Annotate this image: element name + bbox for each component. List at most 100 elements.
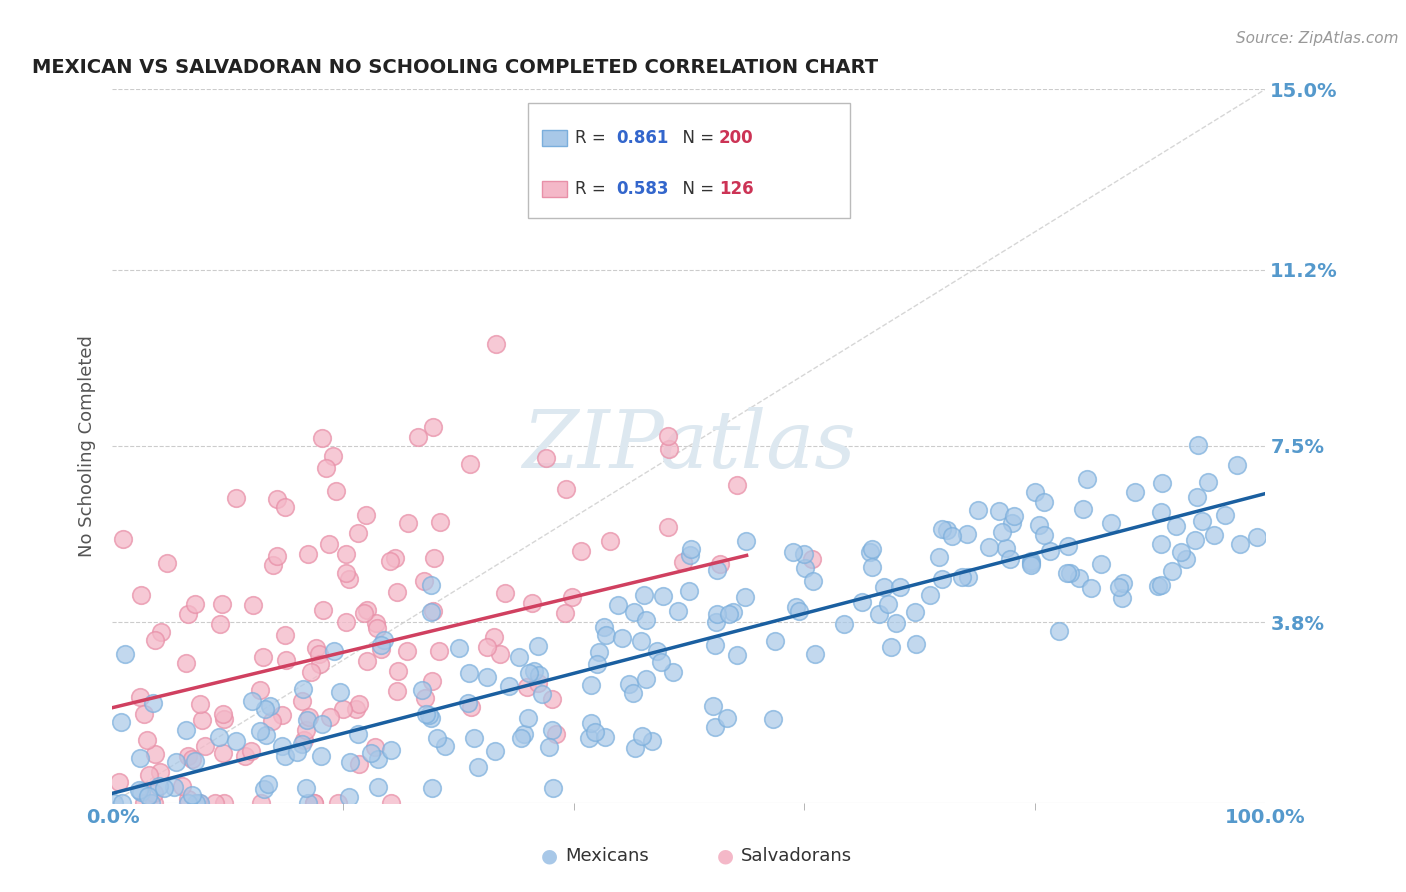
Point — [170, 779, 193, 793]
Point — [312, 603, 335, 617]
Point — [650, 655, 672, 669]
Point — [1213, 508, 1236, 522]
Point — [623, 606, 645, 620]
Point — [323, 644, 346, 658]
Point — [1246, 530, 1268, 544]
Point — [1112, 576, 1135, 591]
Point — [364, 739, 387, 754]
Point — [142, 786, 165, 800]
Point — [297, 713, 319, 727]
Point — [1056, 566, 1078, 581]
Point — [422, 674, 444, 689]
Point — [297, 547, 319, 561]
Point — [578, 731, 600, 745]
Point — [318, 537, 340, 551]
Point — [529, 668, 551, 682]
Point — [304, 796, 326, 810]
Point — [347, 726, 370, 740]
Point — [672, 555, 695, 569]
Text: MEXICAN VS SALVADORAN NO SCHOOLING COMPLETED CORRELATION CHART: MEXICAN VS SALVADORAN NO SCHOOLING COMPL… — [32, 57, 877, 77]
Point — [513, 726, 536, 740]
Point — [271, 707, 294, 722]
Point — [1056, 539, 1078, 553]
Point — [429, 516, 451, 530]
Point — [240, 744, 263, 758]
Point — [679, 548, 702, 562]
Point — [1146, 578, 1168, 592]
Point — [225, 491, 247, 505]
Point — [804, 647, 827, 661]
Point — [212, 712, 235, 726]
Point — [661, 665, 683, 680]
Point — [156, 556, 179, 570]
Point — [1187, 438, 1209, 452]
Point — [274, 628, 297, 642]
Point — [188, 796, 211, 810]
Point — [762, 712, 785, 726]
Point — [704, 638, 727, 652]
Point — [1111, 591, 1133, 605]
Point — [904, 637, 927, 651]
Point — [517, 711, 540, 725]
Point — [292, 682, 315, 697]
Point — [1229, 537, 1251, 551]
Point — [413, 691, 436, 706]
Point — [488, 648, 510, 662]
Point — [723, 605, 745, 619]
Point — [725, 477, 748, 491]
Point — [174, 656, 197, 670]
Point — [935, 523, 957, 537]
Point — [1149, 536, 1171, 550]
Text: Mexicans: Mexicans — [565, 847, 650, 865]
Point — [569, 544, 592, 558]
Point — [262, 558, 284, 572]
Point — [508, 650, 530, 665]
Point — [297, 796, 319, 810]
Point — [387, 683, 409, 698]
Point — [188, 698, 211, 712]
Point — [418, 708, 440, 723]
Point — [308, 648, 330, 662]
Point — [593, 730, 616, 744]
Point — [419, 606, 441, 620]
Point — [142, 796, 165, 810]
Point — [150, 625, 173, 640]
Point — [211, 597, 233, 611]
Point — [623, 741, 645, 756]
Point — [427, 644, 450, 658]
Point — [339, 755, 361, 769]
Point — [291, 693, 314, 707]
Point — [801, 552, 824, 566]
Point — [709, 557, 731, 571]
Point — [266, 549, 288, 564]
Point — [194, 739, 217, 754]
Point — [931, 523, 953, 537]
Point — [787, 604, 810, 618]
Point — [134, 706, 156, 721]
Point — [763, 634, 786, 648]
Point — [678, 583, 700, 598]
Point — [579, 678, 602, 692]
Point — [134, 796, 156, 810]
Point — [554, 607, 576, 621]
Point — [1047, 624, 1070, 639]
Point — [725, 648, 748, 662]
Point — [129, 785, 152, 799]
Text: N =: N = — [672, 180, 720, 198]
Point — [554, 482, 576, 496]
Point — [346, 526, 368, 541]
Point — [240, 694, 263, 708]
Point — [475, 670, 498, 684]
Point — [423, 551, 446, 566]
Point — [484, 744, 506, 758]
Point — [347, 697, 370, 711]
Point — [928, 550, 950, 565]
Point — [260, 714, 283, 728]
Point — [457, 696, 479, 710]
Point — [1160, 565, 1182, 579]
Point — [415, 707, 437, 722]
Point — [859, 544, 882, 558]
Point — [579, 716, 602, 731]
Point — [141, 796, 163, 810]
Point — [311, 431, 333, 445]
